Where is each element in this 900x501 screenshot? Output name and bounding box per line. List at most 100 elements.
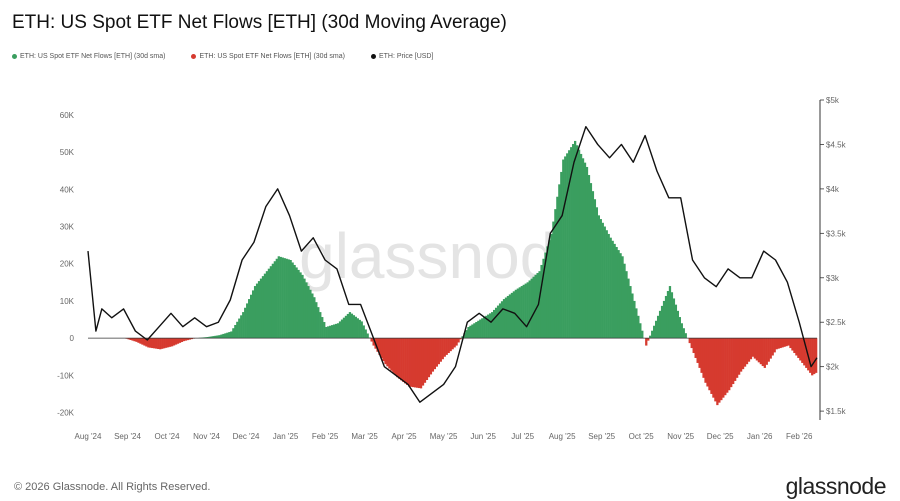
inflow-bar — [607, 233, 610, 339]
inflow-bar — [633, 300, 636, 339]
inflow-bar — [494, 307, 498, 339]
inflow-bar — [465, 330, 468, 339]
y-left-tick-label: 0 — [70, 334, 75, 343]
inflow-bar — [236, 321, 239, 339]
outflow-bar — [739, 338, 743, 372]
inflow-bar — [287, 259, 290, 339]
y-right-tick-label: $3k — [826, 274, 840, 283]
inflow-bar — [265, 271, 269, 339]
outflow-bar — [141, 338, 144, 345]
outflow-bar — [170, 338, 174, 347]
legend-label: ETH: US Spot ETF Net Flows [ETH] (30d sm… — [20, 53, 166, 60]
inflow-bar — [682, 328, 685, 339]
inflow-bar — [605, 230, 608, 339]
outflow-bar — [797, 338, 800, 358]
inflow-bar — [649, 335, 652, 339]
outflow-bar — [722, 338, 725, 398]
inflow-bar — [366, 333, 369, 339]
inflow-bar — [629, 286, 632, 339]
inflow-bar — [315, 302, 318, 339]
outflow-bar — [155, 338, 158, 349]
outflow-bar — [753, 338, 757, 359]
outflow-bar — [419, 338, 423, 389]
inflow-bar — [625, 271, 628, 339]
outflow-bar — [781, 338, 784, 348]
inflow-bar — [253, 286, 257, 339]
inflow-bar — [329, 325, 332, 339]
inflow-bar — [512, 291, 516, 339]
outflow-bar — [809, 338, 812, 373]
y-left-tick-label: -10K — [57, 371, 75, 380]
outflow-bar — [813, 338, 816, 375]
outflow-bar — [763, 338, 766, 368]
outflow-bar — [384, 338, 387, 365]
x-tick-label: Aug '25 — [549, 432, 576, 441]
inflow-bar — [562, 159, 565, 339]
inflow-bar — [364, 329, 367, 339]
legend-label: ETH: Price [USD] — [378, 53, 434, 60]
legend-item-price[interactable]: ETH: Price [USD] — [370, 53, 434, 60]
outflow-bar — [647, 338, 650, 341]
legend-item-net-flows-negative[interactable]: ETH: US Spot ETF Net Flows [ETH] (30d sm… — [191, 53, 345, 60]
inflow-bar — [599, 219, 602, 339]
inflow-bar — [526, 282, 529, 339]
outflow-bar — [730, 338, 733, 388]
inflow-bar — [226, 332, 229, 339]
inflow-bar — [664, 295, 668, 339]
inflow-bar — [269, 266, 273, 339]
outflow-bar — [447, 338, 450, 354]
outflow-bar — [441, 338, 444, 360]
outflow-bar — [710, 338, 713, 394]
inflow-bar — [524, 283, 527, 339]
inflow-bar — [332, 324, 336, 339]
inflow-bar — [234, 324, 237, 339]
outflow-bar — [172, 338, 176, 346]
inflow-bar — [255, 283, 259, 339]
outflow-bar — [437, 338, 440, 365]
inflow-bar — [246, 303, 249, 339]
outflow-bar — [734, 338, 737, 381]
outflow-bar — [773, 338, 776, 353]
outflow-bar — [390, 338, 393, 371]
inflow-bar — [678, 317, 681, 339]
outflow-bar — [380, 338, 383, 358]
inflow-bar — [356, 318, 359, 339]
inflow-bar — [550, 233, 553, 339]
outflow-bar — [167, 338, 170, 348]
outflow-bar — [413, 338, 417, 388]
inflow-bar — [216, 335, 219, 339]
legend-item-net-flows-positive[interactable]: ETH: US Spot ETF Net Flows [ETH] (30d sm… — [12, 53, 165, 60]
inflow-bar — [522, 284, 525, 339]
outflow-bar — [793, 338, 796, 354]
glassnode-logo[interactable]: glassnode — [785, 473, 887, 499]
outflow-bar — [145, 338, 148, 347]
inflow-bar — [558, 184, 561, 339]
outflow-bar — [690, 338, 693, 349]
inflow-bar — [587, 175, 591, 339]
outflow-bar — [688, 338, 691, 344]
inflow-bar — [303, 278, 306, 339]
inflow-bar — [224, 333, 227, 339]
inflow-bar — [212, 336, 215, 339]
outflow-bar — [783, 338, 786, 347]
inflow-bar — [595, 207, 599, 339]
inflow-bar — [483, 317, 486, 339]
y-right-tick-label: $4k — [826, 185, 840, 194]
inflow-bar — [485, 315, 488, 339]
inflow-bar — [570, 147, 573, 339]
x-axis: Aug '24 Sep '24 Oct '24 Nov '24 Dec '24 Jan '… — [75, 432, 813, 441]
outflow-bar — [726, 338, 729, 393]
outflow-bar — [186, 338, 190, 341]
inflow-bar — [684, 333, 687, 339]
inflow-bar — [208, 336, 211, 339]
inflow-bar — [259, 278, 263, 339]
outflow-bar — [190, 338, 194, 340]
outflow-bar — [133, 338, 136, 342]
y-right-tick-label: $1.5k — [826, 407, 847, 416]
inflow-bar — [467, 326, 470, 339]
outflow-bar — [785, 338, 788, 347]
inflow-bar — [674, 304, 678, 339]
x-tick-label: Jun '25 — [470, 432, 496, 441]
outflow-bar — [789, 338, 792, 349]
